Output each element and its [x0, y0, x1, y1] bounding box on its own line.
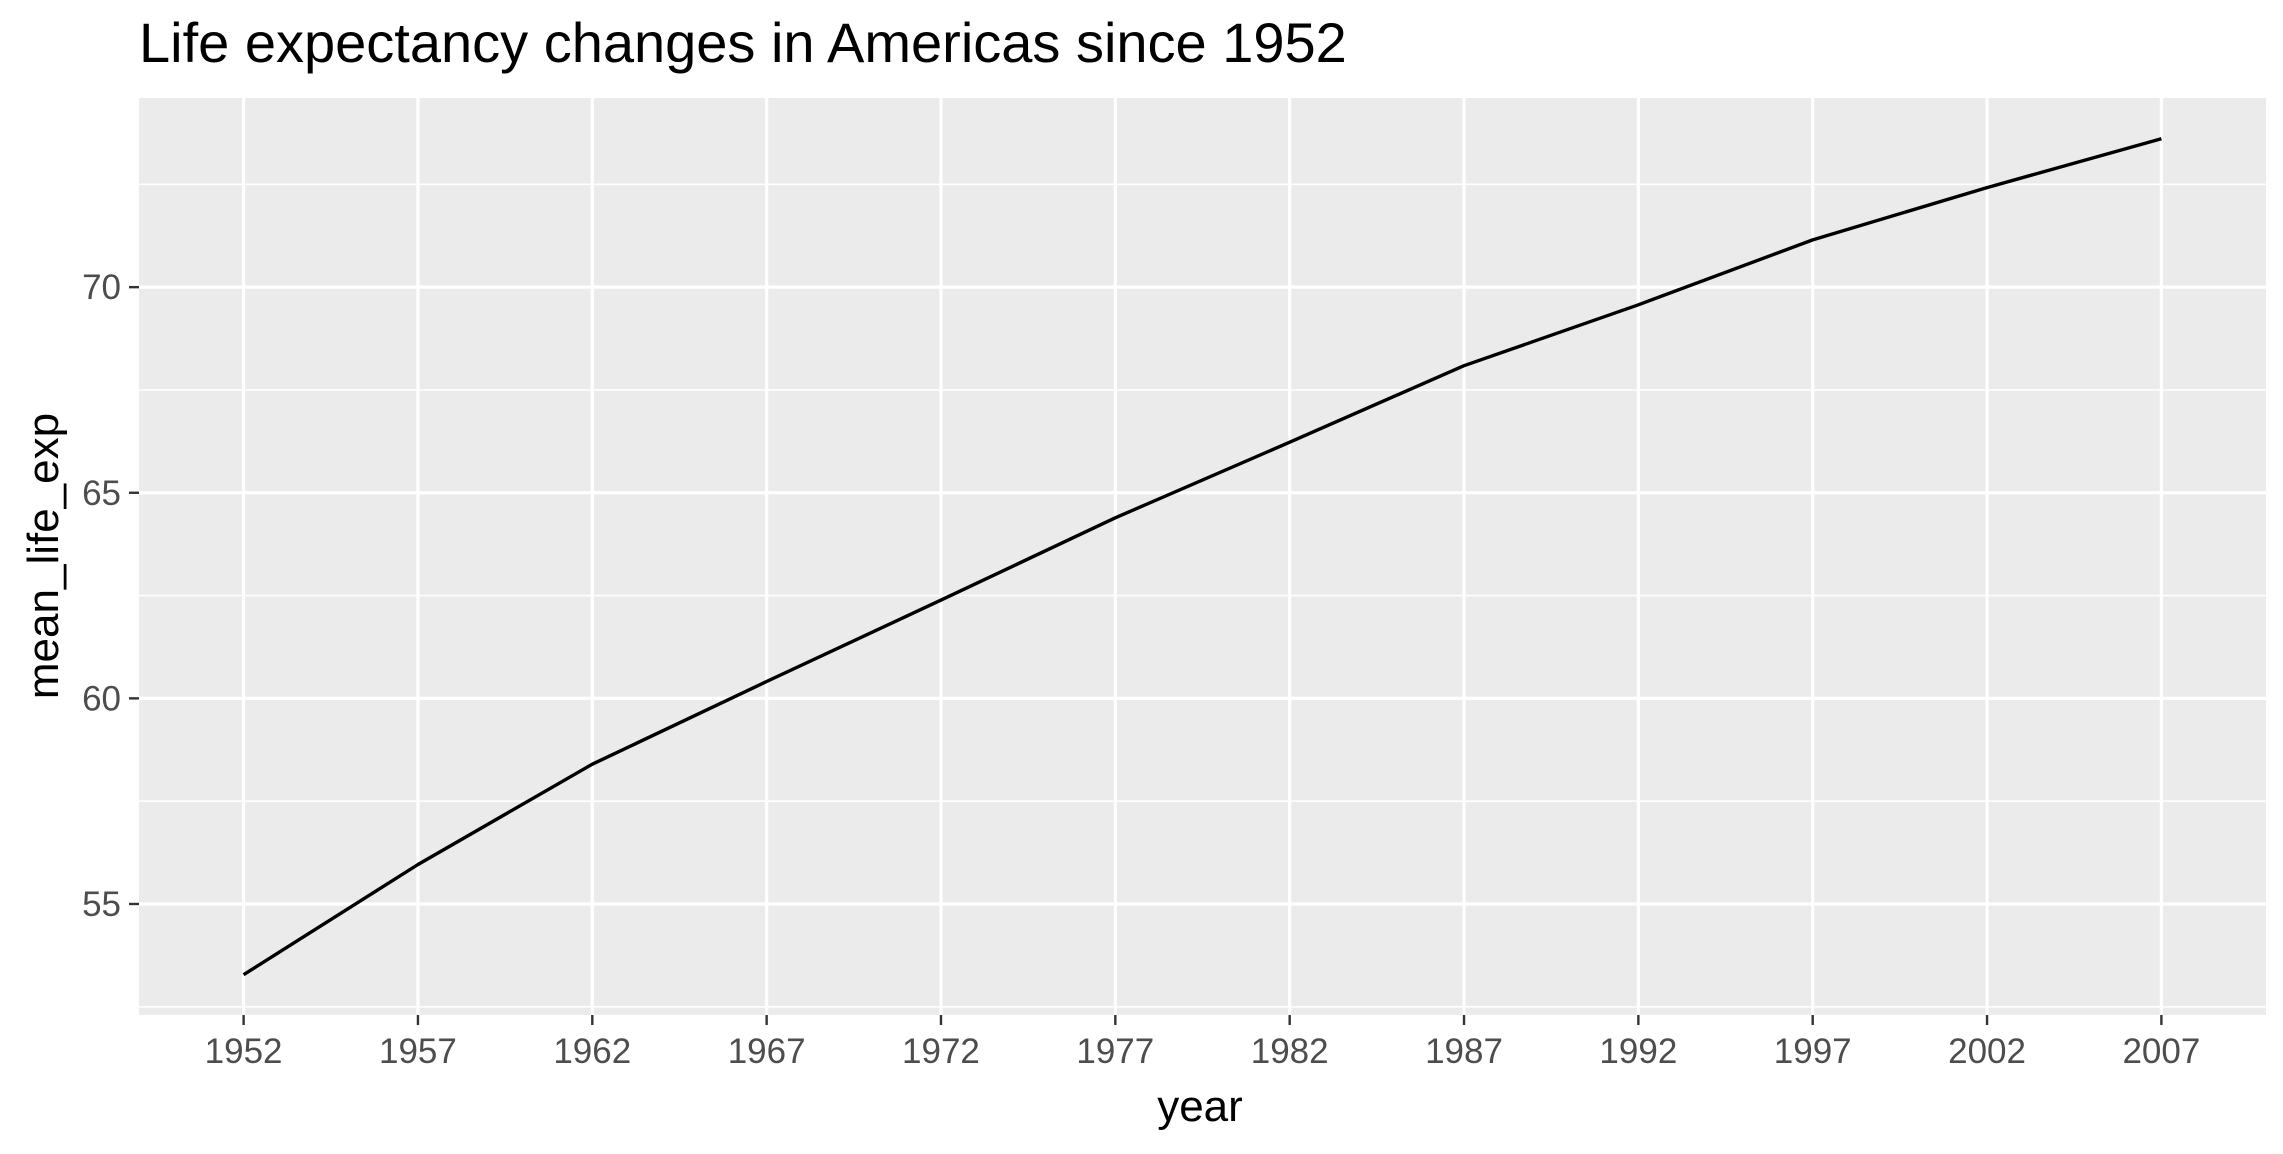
x-tick-label: 1992	[1599, 1032, 1677, 1071]
x-tick-label: 2007	[2122, 1032, 2200, 1071]
x-tick-label: 1967	[728, 1032, 806, 1071]
x-tick-label: 1972	[902, 1032, 980, 1071]
y-tick-label: 70	[82, 268, 121, 307]
series-line	[242, 137, 2162, 977]
x-axis: 1952 1957 1962 1967 1972 1977 1982 1987 1992 1997…	[205, 1015, 2200, 1071]
minor-gridlines	[139, 183, 2266, 1008]
x-tick-label: 1962	[553, 1032, 631, 1071]
x-tick-label: 1987	[1425, 1032, 1503, 1071]
chart-title: Life expectancy changes in Americas sinc…	[139, 11, 1347, 74]
x-tick-label: 1952	[205, 1032, 283, 1071]
y-tick-label: 65	[82, 474, 121, 513]
x-tick-label: 2002	[1948, 1032, 2026, 1071]
series-layer	[242, 137, 2162, 977]
y-axis-title: mean_life_exp	[19, 413, 68, 699]
major-gridlines	[139, 98, 2266, 1015]
x-tick-label: 1977	[1076, 1032, 1154, 1071]
x-tick-label: 1997	[1774, 1032, 1852, 1071]
plot-panel	[139, 98, 2266, 1015]
x-tick-label: 1957	[379, 1032, 457, 1071]
y-tick-label: 60	[82, 679, 121, 718]
y-tick-label: 55	[82, 885, 121, 924]
x-axis-title: year	[1157, 1082, 1243, 1131]
x-tick-label: 1982	[1251, 1032, 1329, 1071]
y-axis: 55 60 65 70	[82, 268, 139, 924]
